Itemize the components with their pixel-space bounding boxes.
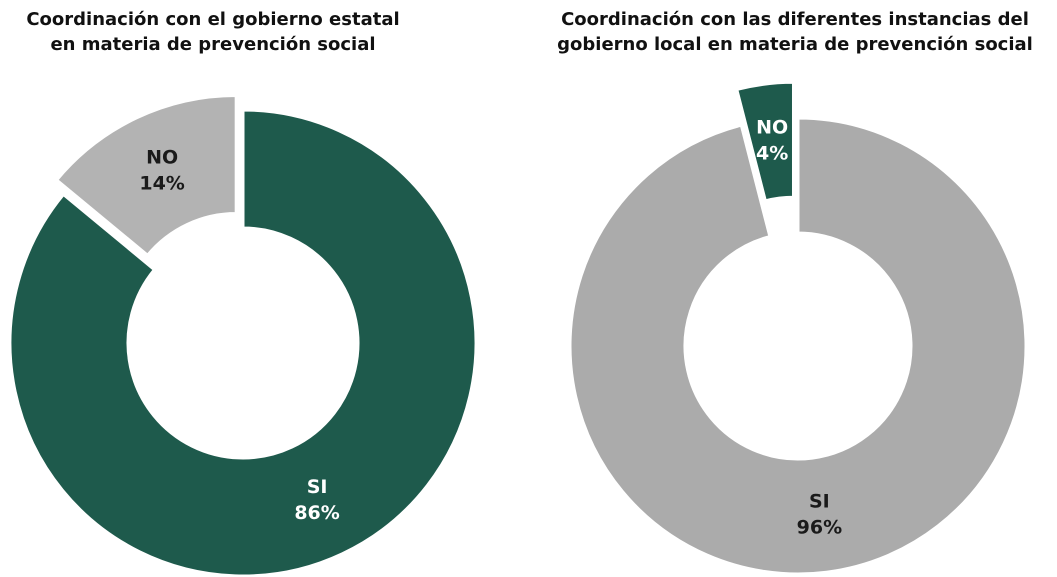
slice-value-label: 14% bbox=[139, 173, 184, 195]
donut-slice bbox=[8, 108, 478, 577]
donut-slice bbox=[568, 116, 1028, 576]
slice-category: NO bbox=[756, 117, 788, 139]
chart-title: Coordinación con el gobierno estatal bbox=[26, 9, 399, 30]
donut-slice bbox=[54, 94, 238, 258]
slice-category: SI bbox=[809, 491, 830, 513]
slice-category: NO bbox=[146, 147, 178, 169]
chart-title: en materia de prevención social bbox=[50, 34, 375, 55]
chart-title: gobierno local en materia de prevención … bbox=[557, 34, 1033, 55]
slice-value-label: 4% bbox=[756, 143, 788, 165]
slice-value-label: 86% bbox=[294, 502, 339, 524]
slice-category: SI bbox=[307, 476, 328, 498]
slice-value-label: 96% bbox=[797, 517, 842, 539]
donut-slice bbox=[734, 80, 795, 203]
chart-title: Coordinación con las diferentes instanci… bbox=[561, 9, 1029, 30]
